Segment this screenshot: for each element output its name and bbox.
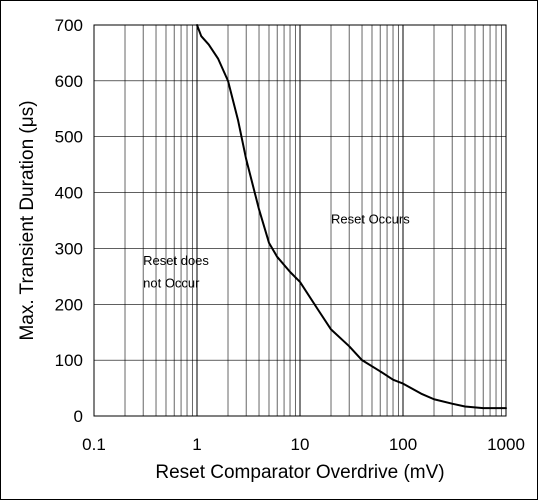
- y-tick-label: 500: [55, 128, 83, 147]
- y-tick-label: 700: [55, 16, 83, 35]
- x-tick-label: 100: [389, 435, 417, 454]
- y-tick-label: 600: [55, 72, 83, 91]
- x-tick-label: 10: [291, 435, 310, 454]
- annotation-label: Reset does: [143, 253, 209, 268]
- x-tick-label: 1: [192, 435, 201, 454]
- x-tick-label: 1000: [487, 435, 525, 454]
- data-series: [196, 24, 507, 410]
- tick-labels: 0.1 1 10 100 1000 0 100 200 300 400 500 600 700: [55, 16, 525, 454]
- x-axis-title: Reset Comparator Overdrive (mV): [155, 462, 444, 483]
- y-axis-title: Max. Transient Duration (μs): [17, 100, 38, 340]
- series-line-1: [196, 24, 507, 410]
- y-tick-label: 0: [74, 407, 83, 426]
- y-tick-label: 200: [55, 295, 83, 314]
- annotation-label: Reset Occurs: [331, 211, 410, 226]
- y-tick-label: 400: [55, 184, 83, 203]
- annotation-label: not Occur: [143, 276, 200, 291]
- annotations: Reset Occurs Reset does not Occur: [143, 211, 410, 290]
- y-tick-label: 300: [55, 239, 83, 258]
- grid-lines: [93, 24, 506, 417]
- x-tick-label: 0.1: [82, 435, 106, 454]
- y-tick-label: 100: [55, 351, 83, 370]
- plot-frame: [93, 24, 507, 417]
